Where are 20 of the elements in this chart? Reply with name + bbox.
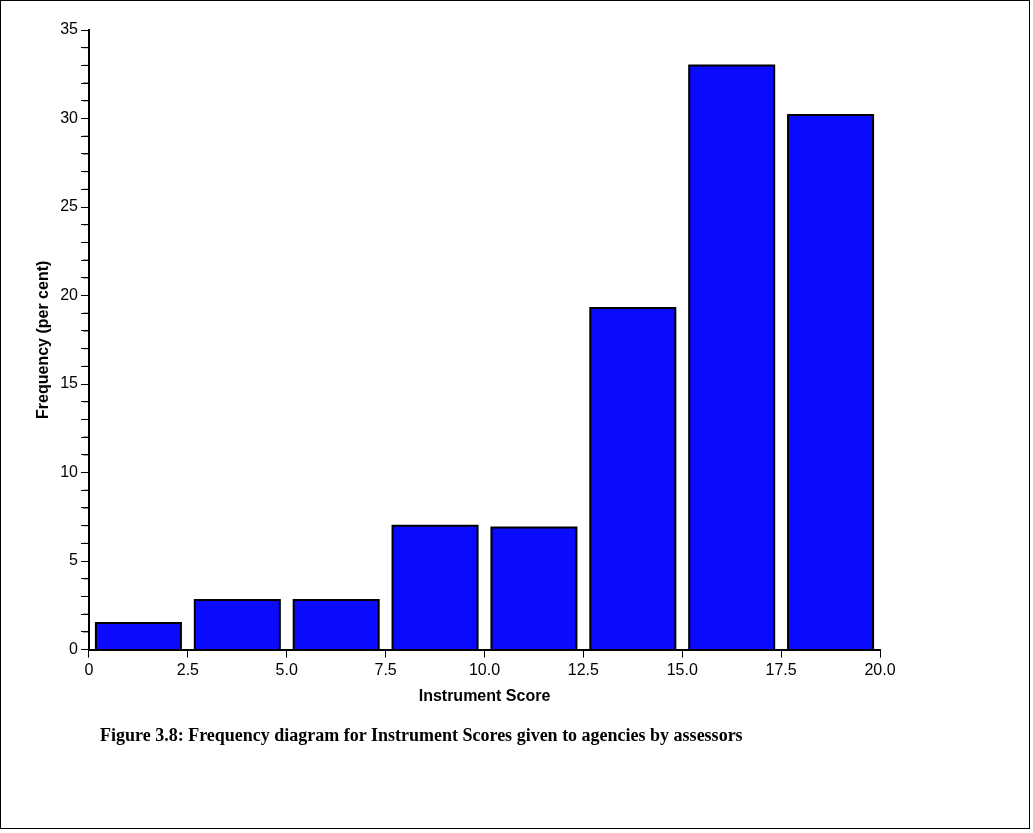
y-tick-label: 35 (60, 20, 79, 38)
x-tick-label: 12.5 (567, 660, 600, 678)
x-tick-label: 0 (84, 660, 94, 678)
y-tick-label: 15 (60, 374, 79, 392)
x-axis-title: Instrument Score (418, 686, 551, 704)
y-tick-label: 10 (60, 462, 79, 480)
x-tick-label: 15.0 (666, 660, 698, 678)
y-tick-label: 25 (60, 197, 79, 215)
caption: Figure 3.8: Frequency diagram for Instrument Scores given to agencies by assessors (100, 724, 744, 747)
x-tick-label: 5.0 (275, 660, 298, 678)
y-tick-label: 5 (69, 551, 79, 569)
y-tick-label: 0 (69, 640, 79, 658)
x-tick-label: 20.0 (864, 660, 896, 678)
y-tick-label: 30 (60, 108, 79, 126)
y-tick-label: 20 (60, 285, 79, 303)
x-tick-label: 7.5 (374, 660, 397, 678)
x-tick-label: 17.5 (765, 660, 797, 678)
y-axis-title: Frequency (per cent) (34, 260, 52, 419)
x-tick-label: 10.0 (468, 660, 501, 678)
x-tick-label: 2.5 (176, 660, 200, 678)
